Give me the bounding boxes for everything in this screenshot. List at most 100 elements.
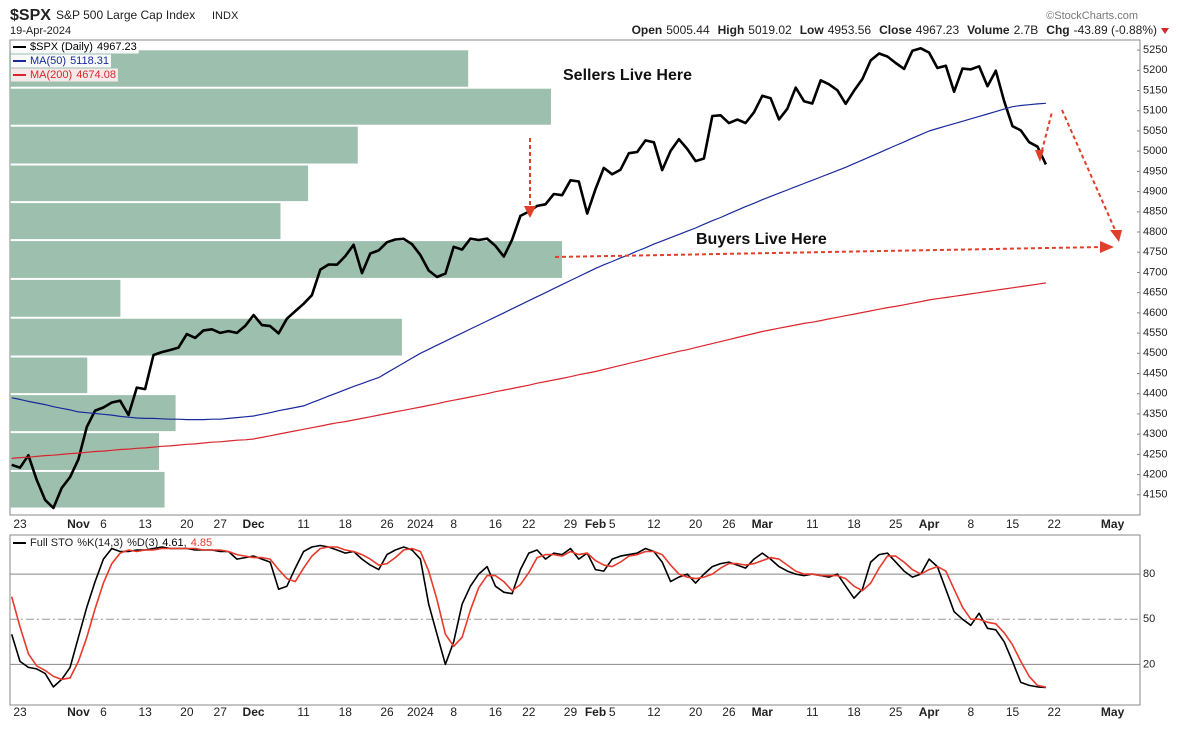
legend-entry: Full STO %K(14,3) %D(3) 4.61, 4.85	[30, 537, 212, 549]
legend-title: Full STO	[30, 537, 74, 549]
volume-bar	[10, 241, 562, 278]
x-tick-label: Apr	[919, 517, 940, 531]
quote-label: Chg	[1046, 23, 1069, 37]
legend-label: %K(14,3)	[77, 537, 123, 549]
legend-value: 4.61	[162, 537, 183, 549]
x-tick-label: 27	[214, 517, 228, 531]
x-tick-label: Dec	[243, 517, 265, 531]
legend-separator: ,	[184, 537, 187, 549]
x-tick-label: 20	[689, 705, 703, 719]
legend-entry: $SPX (Daily) 4967.23	[30, 41, 137, 53]
y-tick-label: 4900	[1143, 186, 1167, 198]
change-down-icon	[1161, 28, 1169, 34]
x-tick-label: 25	[889, 705, 903, 719]
chart-subtitle: S&P 500 Large Cap Index	[56, 8, 195, 22]
x-tick-label: Mar	[752, 705, 774, 719]
x-tick-label: 6	[100, 517, 107, 531]
legend-value: 5118.31	[70, 55, 109, 67]
x-tick-label: Mar	[752, 517, 774, 531]
x-tick-label: 2024	[407, 705, 434, 719]
quote-value: 5005.44	[666, 23, 710, 37]
y-tick-label: 20	[1143, 658, 1155, 670]
x-tick-label: Feb	[585, 705, 606, 719]
x-tick-label: 15	[1006, 705, 1020, 719]
y-tick-label: 4400	[1143, 388, 1167, 400]
y-tick-label: 4550	[1143, 327, 1167, 339]
x-tick-label: 11	[297, 705, 310, 719]
x-tick-label: 11	[806, 705, 819, 719]
stochastic-panel	[9, 534, 1141, 706]
volume-bar	[10, 126, 358, 164]
x-tick-label: Nov	[67, 517, 90, 531]
legend-value: 4.85	[191, 537, 212, 549]
volume-bar	[10, 165, 309, 202]
legend-background	[11, 68, 118, 82]
x-tick-label: 18	[339, 517, 353, 531]
x-tick-label: 26	[722, 705, 736, 719]
quote-value: 5019.02	[748, 23, 792, 37]
x-tick-label: Feb	[585, 517, 606, 531]
legends: $SPX (Daily) 4967.23 MA(50) 5118.31 MA(200) 4…	[11, 40, 212, 549]
y-tick-label: 4300	[1143, 428, 1167, 440]
x-tick-label: 26	[722, 517, 736, 531]
x-tick-label: 16	[489, 705, 503, 719]
arrow-heads	[524, 150, 1122, 253]
volume-bar	[10, 318, 402, 356]
series-line	[11, 282, 1046, 459]
x-tick-label: 18	[847, 705, 861, 719]
y-tick-label: 5050	[1143, 125, 1167, 137]
y-tick-label: 5150	[1143, 84, 1167, 96]
volume-bar	[10, 203, 281, 240]
annotation: Buyers Live Here	[696, 231, 827, 248]
arrow-head	[1035, 150, 1044, 162]
x-tick-label: Apr	[919, 705, 940, 719]
legend-label: MA(50)	[30, 55, 66, 67]
legend-label: $SPX (Daily)	[30, 41, 93, 53]
x-tick-label: 20	[180, 517, 194, 531]
y-tick-label: 4500	[1143, 347, 1167, 359]
x-tick-label: May	[1101, 705, 1125, 719]
x-tick-label: 5	[609, 517, 616, 531]
legend-background	[11, 54, 112, 68]
x-tick-label: 22	[522, 517, 536, 531]
x-tick-label: 11	[297, 517, 310, 531]
chart-title: $SPX	[10, 7, 51, 24]
x-tick-label: 29	[564, 705, 578, 719]
quote-line: Open 5005.44 High 5019.02 Low 4953.56 Close 496…	[632, 23, 1157, 37]
y-tick-label: 80	[1143, 568, 1155, 580]
y-tick-label: 4150	[1143, 489, 1167, 501]
y-tick-label: 4800	[1143, 226, 1167, 238]
quote-label: Close	[879, 23, 912, 37]
x-tick-label: 8	[450, 517, 457, 531]
x-tick-label: 18	[339, 705, 353, 719]
legend-value: 4967.23	[97, 41, 137, 53]
legend-label: MA(200)	[30, 69, 72, 81]
quote-label: Volume	[967, 23, 1010, 37]
quote-label: Low	[800, 23, 825, 37]
x-tick-label: 2024	[407, 517, 434, 531]
y-tick-label: 4950	[1143, 165, 1167, 177]
legend-entry: MA(50) 5118.31	[30, 55, 109, 67]
x-tick-label: 26	[380, 705, 394, 719]
y-tick-label: 4350	[1143, 408, 1167, 420]
x-tick-label: 25	[889, 517, 903, 531]
x-tick-label: Dec	[243, 705, 265, 719]
y-tick-label: 4850	[1143, 206, 1167, 218]
annotation: Sellers Live Here	[563, 67, 692, 84]
y-tick-label: 4650	[1143, 287, 1167, 299]
legend-background	[11, 40, 139, 54]
quote-label: High	[718, 23, 745, 37]
series-line	[11, 102, 1046, 421]
x-tick-label: Nov	[67, 705, 90, 719]
legend-value: 4674.08	[76, 69, 116, 81]
x-tick-label: 27	[214, 705, 228, 719]
y-tick-label: 5200	[1143, 64, 1167, 76]
y-tick-label: 4750	[1143, 246, 1167, 258]
quote-value: -43.89 (-0.88%)	[1074, 23, 1157, 37]
x-tick-label: 22	[522, 705, 536, 719]
stochastic-plot: 20 50 80 23 Nov 6 13 20 27 Dec 11 18 26 2024 8 16 22 29 Fe…	[10, 544, 1155, 719]
volume-bar	[10, 88, 551, 125]
arrow-line	[1061, 109, 1117, 233]
